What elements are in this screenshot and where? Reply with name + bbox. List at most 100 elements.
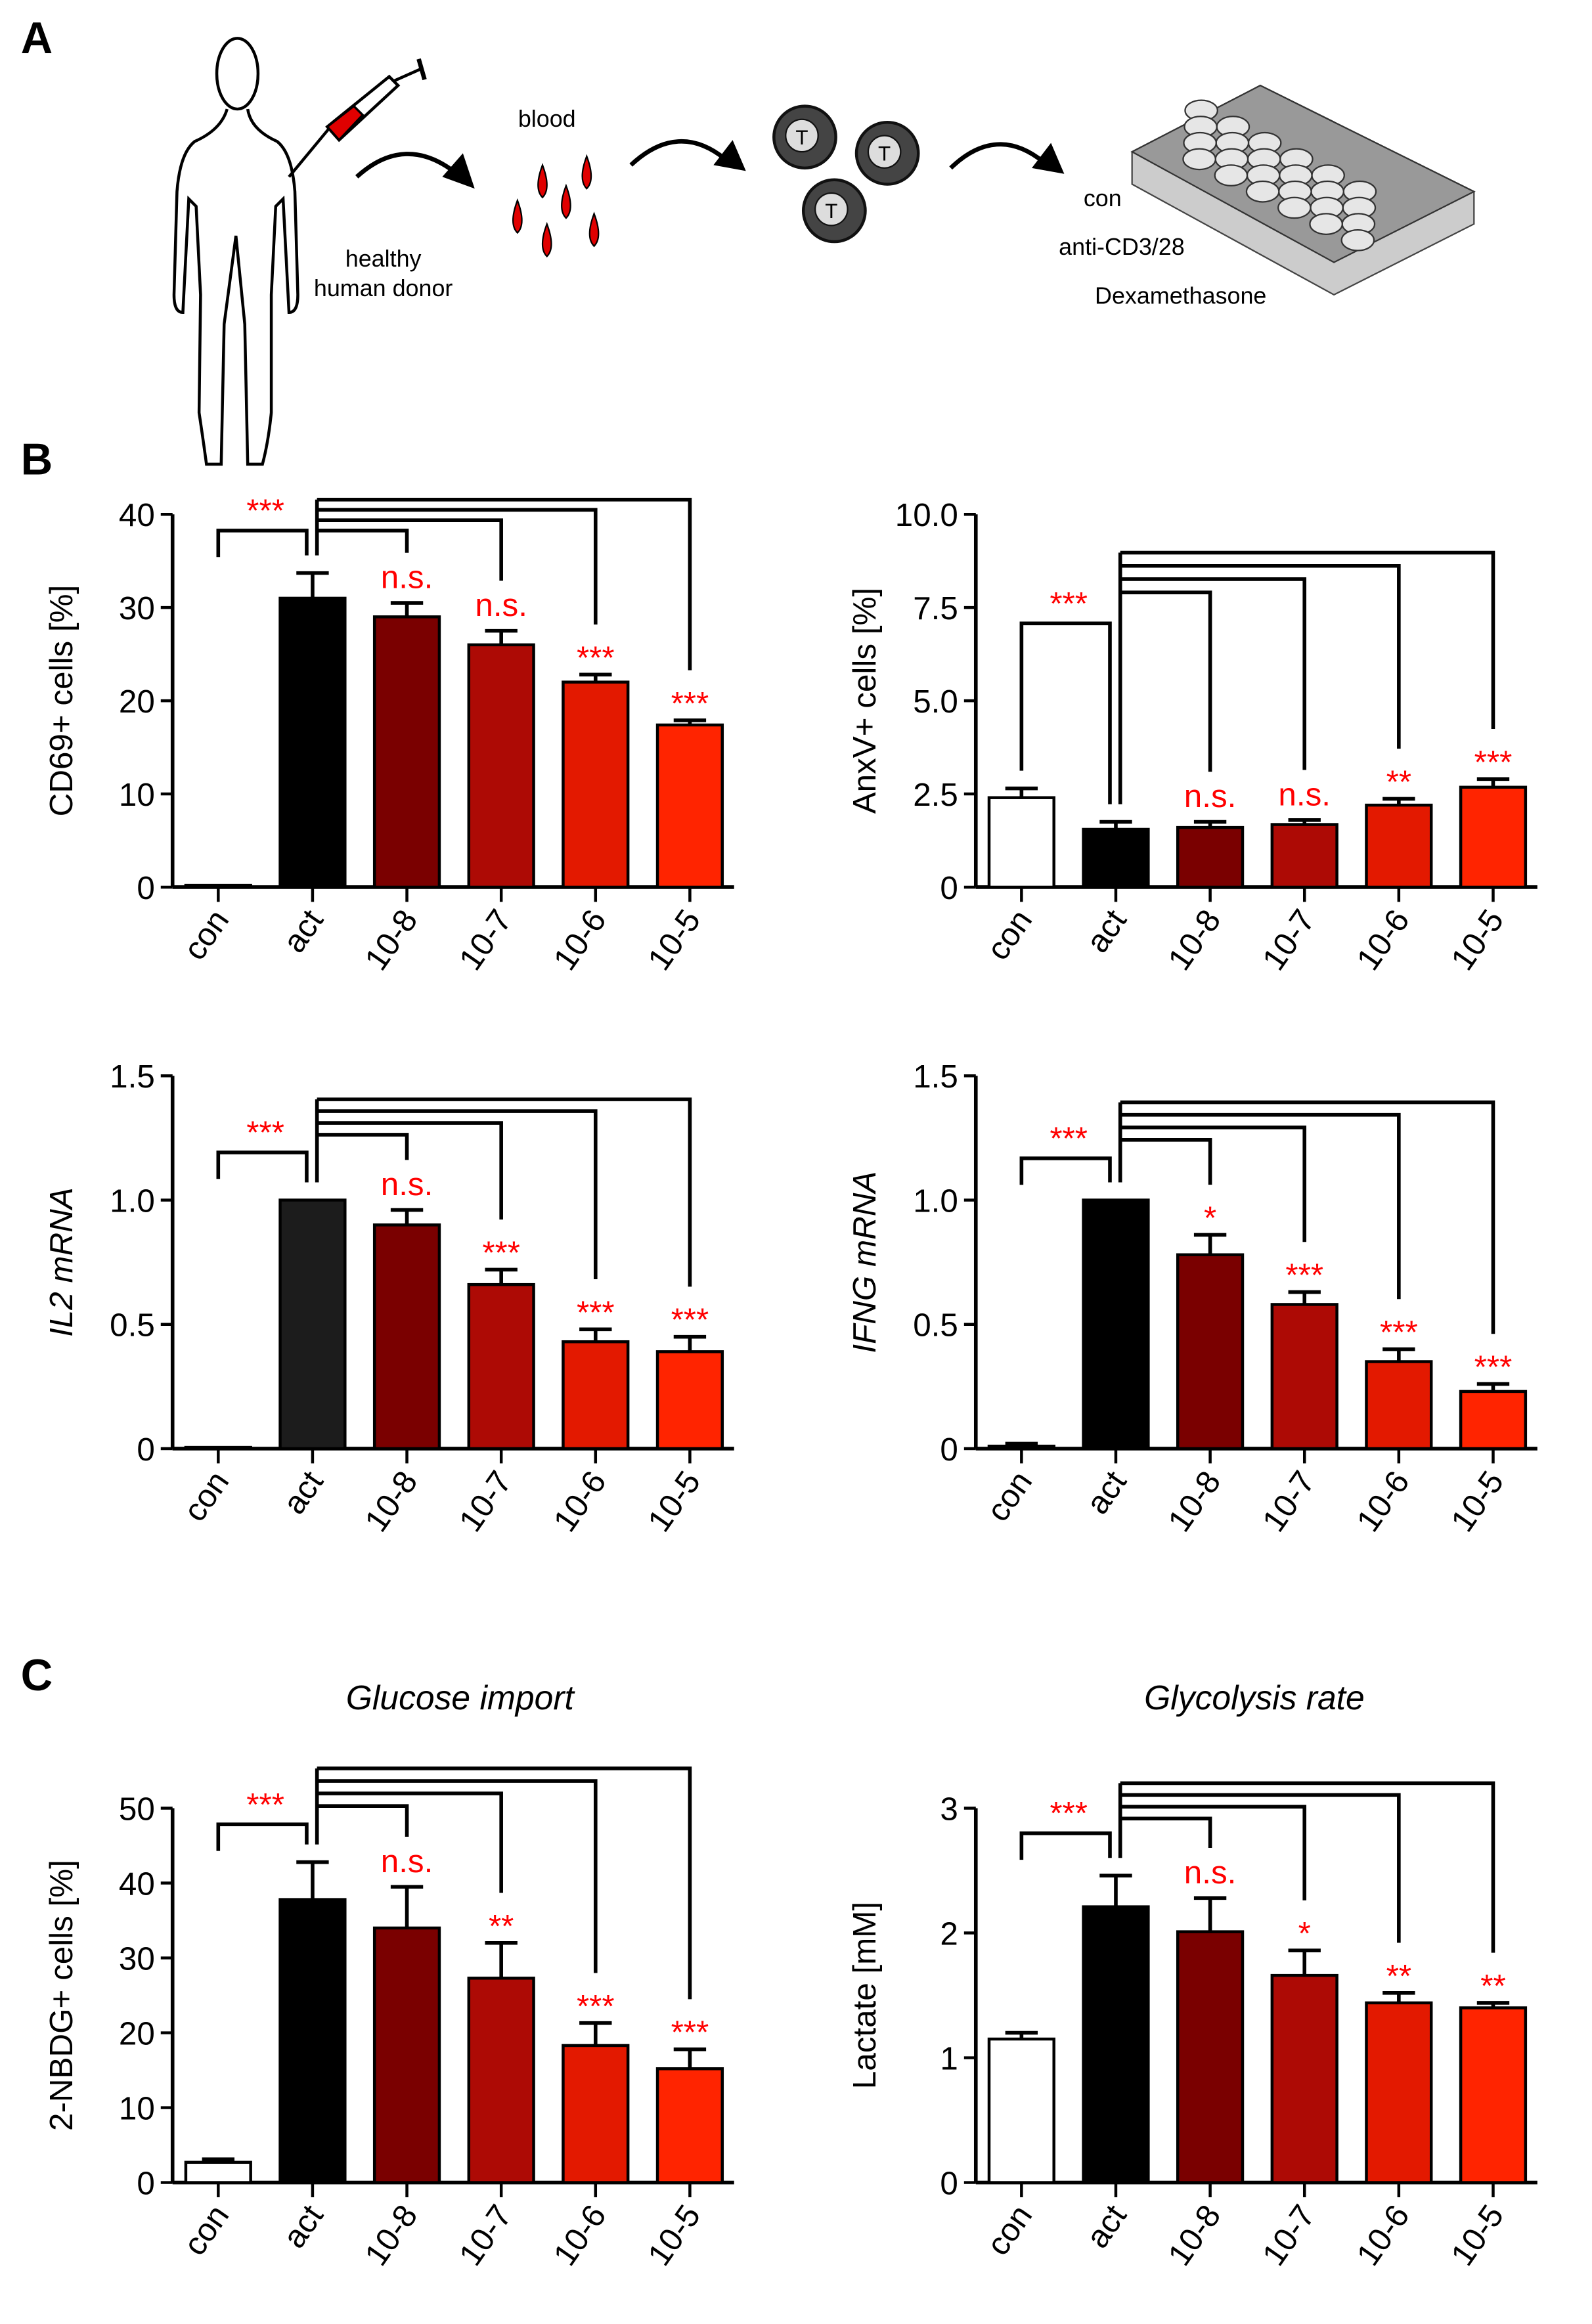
condition-con: con [1084,185,1122,211]
significance-bracket [1120,577,1307,770]
y-axis-label: 2-NBDG+ cells [%] [43,1860,79,2131]
y-tick-label: 30 [119,590,155,626]
chart-title-glycolysis-rate: Glycolysis rate [1144,1678,1365,1717]
x-tick-label: 10-6 [546,2199,613,2272]
t-cell-icon: T [801,178,867,244]
significance-bracket [317,1109,598,1279]
bar-10-8 [372,615,441,889]
significance-label: * [1298,1916,1311,1952]
significance-label: *** [577,1294,615,1330]
x-tick-label: 10-5 [1444,2199,1511,2272]
significance-bracket [1120,1793,1401,1943]
bar-10-6 [1365,2001,1433,2184]
significance-bracket [317,1121,503,1220]
y-tick-label: 2 [940,1916,958,1952]
significance-label: n.s. [1278,776,1331,812]
significance-bracket [1120,590,1212,772]
x-tick-label: 10-5 [641,1464,708,1538]
condition-dexamethasone: Dexamethasone [1095,282,1266,309]
well [1245,180,1280,203]
y-tick-label: 5.0 [913,684,958,720]
significance-label: *** [246,493,284,529]
significance-bracket [1019,621,1112,804]
y-axis-label: IL2 mRNA [43,1187,79,1337]
bar-con [987,2037,1055,2184]
bar-10-8 [1176,1253,1245,1451]
y-tick-label: 20 [119,2016,155,2052]
significance-label: *** [577,1988,615,2025]
well [1182,148,1216,171]
significance-label: n.s. [381,1843,433,1879]
significance-bracket [317,518,503,581]
x-tick-label: 10-8 [1161,1464,1228,1538]
bar-10-6 [562,2044,630,2184]
x-tick-label: 10-8 [358,2199,425,2272]
y-tick-label: 1 [940,2041,958,2077]
y-tick-label: 10.0 [895,497,958,533]
blood-label: blood [518,106,576,132]
bar-chart-3: 0 0.5 1.0 1.5 IL2 mRNA con act 10-8 10-7 10-6 10-5… [43,1059,734,1539]
significance-label: n.s. [1184,778,1237,814]
bar-10-5 [1459,1390,1528,1451]
y-axis-label: CD69+ cells [%] [43,585,79,817]
well [1309,213,1343,235]
bar-10-8 [1176,1930,1245,2184]
significance-bracket [1120,1805,1307,1900]
bar-10-6 [1365,803,1433,889]
bar-chart-2: 0 2.5 5.0 7.5 10.0 AnxV+ cells [%] con act 10-8 1… [847,497,1537,977]
donor-label-line2: human donor [314,275,453,301]
bar-10-5 [655,723,724,889]
significance-label: n.s. [381,1166,433,1202]
significance-bracket [1019,1156,1112,1185]
y-tick-label: 40 [119,497,155,533]
significance-bracket [216,1151,309,1183]
y-tick-label: 0 [940,870,958,906]
x-tick-label: 10-8 [358,903,425,976]
significance-label: ** [1386,1958,1411,1994]
significance-label: *** [482,1235,520,1271]
significance-label: n.s. [475,587,527,623]
arrow-icon [949,142,1065,174]
x-tick-label: 10-5 [1444,903,1511,976]
x-tick-label: act [1079,903,1134,959]
significance-label: *** [577,640,615,676]
x-tick-label: con [177,1464,236,1528]
x-tick-label: act [276,2198,330,2254]
x-tick-label: 10-6 [1350,2199,1417,2272]
y-tick-label: 1.0 [913,1183,958,1219]
significance-label: *** [1474,744,1513,780]
t-cell-letter: T [795,126,808,149]
x-tick-label: con [177,2199,236,2262]
donor-label-line1: healthy [345,246,422,272]
significance-bracket [317,1097,692,1287]
y-tick-label: 0.5 [110,1307,155,1344]
t-cell-letter: T [825,200,837,223]
bar-10-7 [1270,823,1338,889]
x-tick-label: con [980,2199,1040,2262]
bar-10-8 [372,1223,441,1451]
bar-10-7 [467,1977,535,2184]
bar-10-8 [372,1926,441,2184]
human-donor-icon [172,37,299,466]
bar-10-8 [1176,825,1245,889]
well [1277,196,1312,219]
significance-label: *** [1474,1349,1513,1386]
bar-con [184,2160,252,2184]
bar-10-6 [562,680,630,889]
bar-10-7 [1270,1973,1338,2184]
bar-con [184,883,252,889]
y-tick-label: 40 [119,1866,155,1902]
significance-label: *** [1380,1315,1418,1351]
bar-act [278,1898,347,2184]
significance-bracket [317,529,409,553]
bar-con [184,1445,252,1451]
y-axis-label: Lactate [mM] [847,1902,883,2089]
x-tick-label: 10-7 [1255,903,1322,976]
x-tick-label: 10-7 [1255,2199,1322,2272]
significance-label: *** [671,686,709,722]
x-tick-label: act [276,1464,330,1521]
y-tick-label: 0.5 [913,1307,958,1344]
x-tick-label: 10-6 [546,903,613,976]
significance-bracket [317,1779,598,1973]
bar-con [987,1444,1055,1451]
